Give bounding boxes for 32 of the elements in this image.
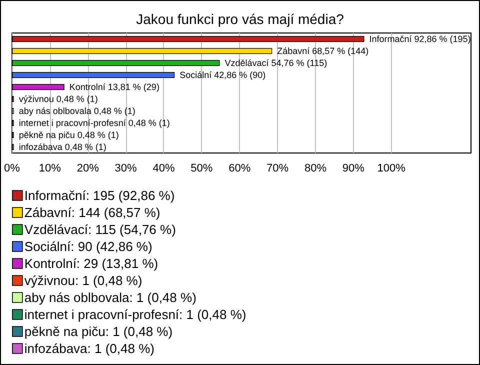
data-label: Zábavní 68,57 % (144) [277,46,369,56]
legend-label: internet i pracovní-profesní: 1 (0,48 %) [24,307,246,322]
legend-label: Sociální: 90 (42,86 %) [24,239,152,254]
legend-label: pěkně na piču: 1 (0,48 %) [24,324,173,339]
data-label: infozábava 0,48 % (1) [18,142,106,152]
x-tick-label: 80% [304,162,327,174]
x-tick-label: 0% [4,162,20,174]
data-label: Informační 92,86 % (195) [369,34,471,44]
data-label: výživnou 0,48 % (1) [18,94,98,104]
x-tick-label: 40% [152,162,175,174]
x-tick-label: 100% [377,162,406,174]
legend-label: aby nás oblbovala: 1 (0,48 %) [24,290,196,305]
data-label: internet i pracovní-profesní 0,48 % (1) [18,118,170,128]
legend-label: Kontrolní: 29 (13,81 %) [24,256,158,271]
x-tick-label: 50% [190,162,213,174]
data-label: Kontrolní 13,81 % (29) [69,82,160,92]
x-tick-label: 10% [38,162,62,174]
x-tick-label: 20% [76,162,100,174]
data-label: pěkně na piču 0,48 % (1) [18,130,119,140]
legend-label: Vzdělávací: 115 (54,76 %) [24,222,176,237]
x-tick-label: 30% [114,162,138,174]
x-tick-label: 60% [228,162,251,174]
legend-label: Zábavní: 144 (68,57 %) [24,205,160,220]
legend-label: výživnou: 1 (0,48 %) [24,273,142,288]
data-label: aby nás oblbovala 0,48 % (1) [18,106,136,116]
data-label: Sociální 42,86 % (90) [180,70,266,80]
legend-label: infozábava: 1 (0,48 %) [24,341,154,356]
x-tick-label: 70% [266,162,289,174]
x-tick-label: 90% [342,162,365,174]
legend-label: Informační: 195 (92,86 %) [24,188,175,203]
chart-title: Jakou funkci pro vás mají média? [136,11,344,27]
data-label: Vzdělávací 54,76 % (115) [224,58,328,68]
